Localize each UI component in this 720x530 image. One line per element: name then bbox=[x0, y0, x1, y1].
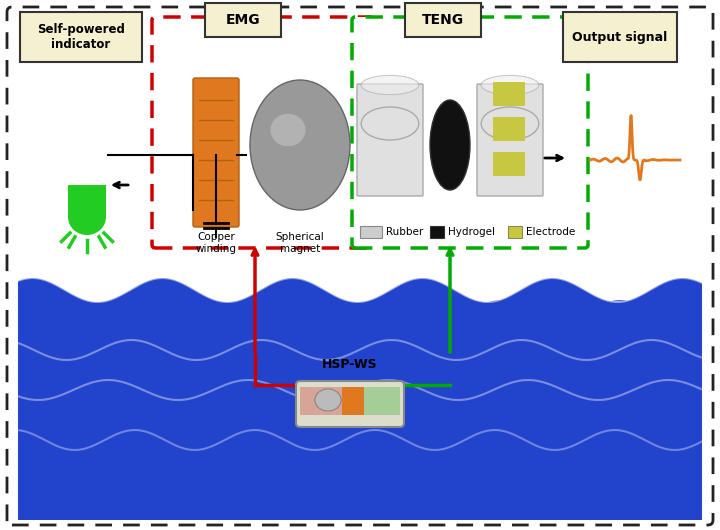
Ellipse shape bbox=[250, 80, 350, 210]
FancyBboxPatch shape bbox=[205, 3, 281, 37]
Ellipse shape bbox=[430, 100, 470, 190]
Ellipse shape bbox=[361, 75, 419, 95]
FancyBboxPatch shape bbox=[20, 12, 142, 62]
FancyBboxPatch shape bbox=[296, 381, 404, 427]
FancyBboxPatch shape bbox=[193, 78, 239, 227]
Text: Output signal: Output signal bbox=[572, 31, 667, 43]
FancyBboxPatch shape bbox=[342, 387, 364, 415]
Text: Rubber: Rubber bbox=[386, 227, 423, 237]
Ellipse shape bbox=[481, 75, 539, 95]
FancyBboxPatch shape bbox=[430, 226, 444, 238]
Ellipse shape bbox=[68, 199, 106, 235]
Text: HSP-WS: HSP-WS bbox=[322, 358, 378, 372]
Polygon shape bbox=[18, 300, 702, 520]
Text: Electrode: Electrode bbox=[526, 227, 575, 237]
Text: Hydrogel: Hydrogel bbox=[448, 227, 495, 237]
Text: EMG: EMG bbox=[225, 13, 261, 27]
FancyBboxPatch shape bbox=[508, 226, 522, 238]
FancyBboxPatch shape bbox=[360, 226, 382, 238]
FancyBboxPatch shape bbox=[477, 84, 543, 196]
FancyBboxPatch shape bbox=[563, 12, 677, 62]
FancyBboxPatch shape bbox=[357, 84, 423, 196]
FancyBboxPatch shape bbox=[493, 152, 525, 176]
FancyBboxPatch shape bbox=[68, 185, 106, 219]
Text: Spherical
magnet: Spherical magnet bbox=[276, 232, 325, 253]
FancyBboxPatch shape bbox=[7, 7, 713, 525]
FancyBboxPatch shape bbox=[364, 387, 400, 415]
Text: Copper
winding: Copper winding bbox=[196, 232, 236, 253]
Ellipse shape bbox=[481, 107, 539, 140]
Polygon shape bbox=[18, 278, 702, 520]
FancyBboxPatch shape bbox=[300, 387, 342, 415]
FancyBboxPatch shape bbox=[352, 17, 588, 248]
Text: Self-powered
indicator: Self-powered indicator bbox=[37, 23, 125, 51]
FancyBboxPatch shape bbox=[493, 82, 525, 106]
FancyBboxPatch shape bbox=[493, 117, 525, 141]
Ellipse shape bbox=[361, 107, 419, 140]
FancyBboxPatch shape bbox=[405, 3, 481, 37]
Ellipse shape bbox=[315, 389, 341, 411]
Text: TENG: TENG bbox=[422, 13, 464, 27]
FancyBboxPatch shape bbox=[152, 17, 373, 248]
Ellipse shape bbox=[271, 114, 305, 146]
